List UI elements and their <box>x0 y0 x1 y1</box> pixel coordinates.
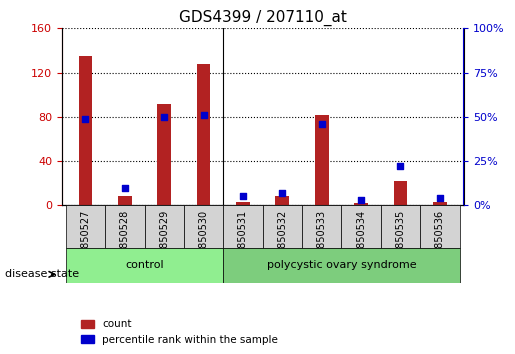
Bar <box>197 64 211 205</box>
Legend: count, percentile rank within the sample: count, percentile rank within the sample <box>77 315 282 349</box>
Bar <box>393 181 407 205</box>
FancyBboxPatch shape <box>263 205 302 248</box>
Bar <box>354 203 368 205</box>
Bar <box>78 56 92 205</box>
FancyBboxPatch shape <box>420 205 459 248</box>
Text: polycystic ovary syndrome: polycystic ovary syndrome <box>267 261 416 270</box>
Bar <box>433 202 447 205</box>
Text: GSM850534: GSM850534 <box>356 210 366 269</box>
Text: GSM850532: GSM850532 <box>278 210 287 269</box>
Point <box>357 197 365 203</box>
Point <box>239 194 247 199</box>
FancyBboxPatch shape <box>302 205 341 248</box>
FancyBboxPatch shape <box>145 205 184 248</box>
Point <box>160 114 168 120</box>
Bar <box>157 104 171 205</box>
FancyBboxPatch shape <box>224 248 459 283</box>
FancyBboxPatch shape <box>381 205 420 248</box>
Point <box>397 164 405 169</box>
Text: GSM850530: GSM850530 <box>199 210 209 269</box>
Text: GSM850535: GSM850535 <box>396 210 405 269</box>
FancyBboxPatch shape <box>184 205 224 248</box>
Text: GSM850527: GSM850527 <box>80 210 91 269</box>
FancyBboxPatch shape <box>341 205 381 248</box>
Bar <box>276 196 289 205</box>
Point <box>278 190 286 196</box>
Point <box>81 116 90 121</box>
Point <box>436 195 444 201</box>
Text: control: control <box>125 261 164 270</box>
FancyBboxPatch shape <box>66 205 105 248</box>
Point <box>121 185 129 190</box>
Text: GSM850531: GSM850531 <box>238 210 248 269</box>
Title: GDS4399 / 207110_at: GDS4399 / 207110_at <box>179 9 347 25</box>
Text: GSM850533: GSM850533 <box>317 210 327 269</box>
Bar <box>315 115 329 205</box>
Bar <box>236 202 250 205</box>
FancyBboxPatch shape <box>105 205 145 248</box>
Point <box>318 121 326 127</box>
Text: GSM850536: GSM850536 <box>435 210 445 269</box>
Text: disease state: disease state <box>5 269 79 279</box>
FancyBboxPatch shape <box>66 248 224 283</box>
Point <box>199 112 208 118</box>
Text: GSM850528: GSM850528 <box>120 210 130 269</box>
Bar <box>118 196 132 205</box>
FancyBboxPatch shape <box>224 205 263 248</box>
Text: GSM850529: GSM850529 <box>159 210 169 269</box>
